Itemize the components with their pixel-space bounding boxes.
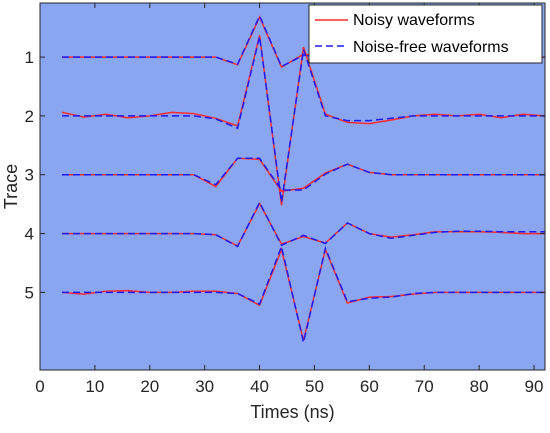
x-tick-label: 0	[35, 377, 44, 396]
x-tick-label: 50	[305, 377, 324, 396]
x-tick-label: 40	[250, 377, 269, 396]
series-line-noise-free-trace-2	[62, 36, 545, 203]
legend-label-noisy: Noisy waveforms	[353, 12, 475, 29]
x-tick-label: 10	[85, 377, 104, 396]
y-tick-label: 2	[25, 107, 34, 126]
axes-layer: 0 10 20 30 40 50 60 70 80 90 1 2 3 4 5	[25, 2, 546, 396]
x-tick-label: 30	[195, 377, 214, 396]
legend: Noisy waveforms Noise-free waveforms	[308, 4, 543, 64]
y-tick-label: 4	[25, 225, 34, 244]
series-line-noise-free-trace-3	[62, 157, 545, 191]
x-tick-label: 90	[525, 377, 544, 396]
legend-box	[308, 4, 543, 64]
x-axis-label: Times (ns)	[250, 402, 334, 422]
y-tick-label: 5	[25, 283, 34, 302]
series-layer	[61, 14, 546, 343]
series-line-noise-free-trace-1	[62, 14, 545, 68]
x-tick-label: 80	[470, 377, 489, 396]
x-tick-label: 20	[140, 377, 159, 396]
series-line-noise-free-trace-5	[62, 243, 545, 343]
y-tick-label: 3	[25, 166, 34, 185]
x-tick-label: 70	[415, 377, 434, 396]
plot-area	[40, 3, 545, 370]
y-tick-label: 1	[25, 48, 34, 67]
series-line-noise-free-trace-4	[62, 200, 545, 248]
legend-label-noise-free: Noise-free waveforms	[353, 39, 509, 56]
plot-frame	[39, 2, 546, 371]
x-tick-label: 60	[360, 377, 379, 396]
y-axis-label: Trace	[1, 164, 21, 209]
